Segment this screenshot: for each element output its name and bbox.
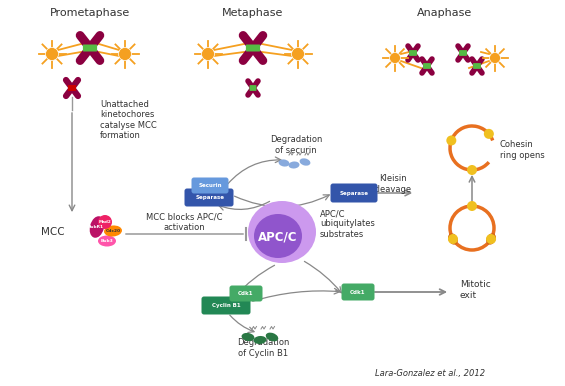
Ellipse shape	[242, 333, 254, 341]
FancyBboxPatch shape	[192, 178, 228, 193]
Ellipse shape	[248, 201, 316, 263]
FancyBboxPatch shape	[459, 50, 467, 56]
Circle shape	[484, 129, 494, 139]
Text: Degradation
of securin: Degradation of securin	[270, 135, 322, 155]
Ellipse shape	[254, 336, 267, 344]
Text: Prometaphase: Prometaphase	[50, 8, 130, 18]
Circle shape	[446, 135, 457, 146]
Text: BubR1: BubR1	[88, 225, 104, 229]
Text: Kleisin
cleavage: Kleisin cleavage	[374, 174, 412, 194]
FancyBboxPatch shape	[202, 296, 250, 315]
Text: Cohesin
ring opens: Cohesin ring opens	[500, 140, 545, 160]
Ellipse shape	[98, 235, 116, 247]
Ellipse shape	[104, 225, 122, 237]
FancyBboxPatch shape	[185, 188, 233, 207]
Text: Cdc20: Cdc20	[106, 229, 120, 233]
Circle shape	[448, 234, 458, 244]
Ellipse shape	[448, 234, 458, 245]
Circle shape	[119, 47, 132, 61]
FancyBboxPatch shape	[246, 44, 260, 51]
FancyBboxPatch shape	[473, 63, 481, 69]
Text: Securin: Securin	[198, 183, 221, 188]
FancyBboxPatch shape	[341, 283, 375, 300]
Ellipse shape	[266, 333, 278, 341]
Text: Lara-Gonzalez et al., 2012: Lara-Gonzalez et al., 2012	[375, 369, 485, 378]
Ellipse shape	[90, 216, 105, 238]
FancyBboxPatch shape	[68, 85, 76, 91]
Text: Cdk1: Cdk1	[350, 290, 366, 295]
FancyBboxPatch shape	[423, 63, 431, 69]
Text: Anaphase: Anaphase	[418, 8, 473, 18]
Text: Mitotic
exit: Mitotic exit	[460, 280, 491, 300]
Ellipse shape	[486, 234, 496, 245]
Circle shape	[486, 234, 496, 244]
Text: MCC blocks APC/C
activation: MCC blocks APC/C activation	[146, 212, 223, 232]
Text: APC/C
ubiquitylates
substrates: APC/C ubiquitylates substrates	[320, 209, 375, 239]
Circle shape	[467, 201, 477, 211]
Text: APC/C: APC/C	[258, 230, 298, 244]
Circle shape	[98, 215, 112, 229]
FancyBboxPatch shape	[83, 44, 97, 51]
Text: Degradation
of Cyclin B1: Degradation of Cyclin B1	[237, 338, 289, 358]
Text: MCC: MCC	[41, 227, 65, 237]
Circle shape	[489, 52, 501, 64]
Text: Mad2: Mad2	[99, 220, 111, 224]
Ellipse shape	[299, 158, 310, 166]
Text: Cyclin B1: Cyclin B1	[212, 303, 240, 308]
Text: Separase: Separase	[195, 195, 224, 200]
FancyBboxPatch shape	[250, 85, 257, 91]
Text: Metaphase: Metaphase	[222, 8, 284, 18]
Text: Separase: Separase	[340, 191, 368, 195]
FancyBboxPatch shape	[409, 50, 417, 56]
Circle shape	[467, 165, 477, 175]
Ellipse shape	[279, 159, 289, 167]
Circle shape	[46, 47, 59, 61]
Text: Cdk1: Cdk1	[238, 291, 254, 296]
Circle shape	[202, 47, 215, 61]
Circle shape	[292, 47, 305, 61]
FancyBboxPatch shape	[331, 183, 377, 203]
Circle shape	[389, 52, 401, 64]
Text: Unattached
kinetochores
catalyse MCC
formation: Unattached kinetochores catalyse MCC for…	[100, 100, 157, 140]
Text: Bub3: Bub3	[101, 239, 114, 243]
Ellipse shape	[254, 214, 302, 258]
Ellipse shape	[289, 161, 299, 169]
FancyBboxPatch shape	[229, 286, 263, 301]
